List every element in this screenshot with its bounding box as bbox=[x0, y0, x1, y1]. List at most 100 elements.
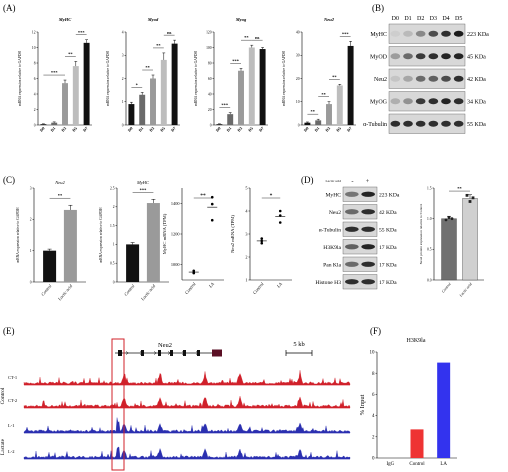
signal-track bbox=[23, 370, 351, 386]
panel-a-label: (A) bbox=[3, 3, 16, 13]
gene-exon bbox=[118, 350, 122, 356]
bar bbox=[336, 85, 343, 125]
bar bbox=[43, 250, 57, 282]
x-tick-label: Control bbox=[184, 281, 197, 295]
chart-title: H3K9la bbox=[407, 338, 426, 344]
y-tick-label: 0.5 bbox=[110, 262, 115, 266]
protein-label: Neu2 bbox=[329, 210, 341, 216]
panel-d-label: (D) bbox=[301, 175, 314, 185]
band bbox=[428, 75, 439, 82]
lane-label: D3 bbox=[430, 16, 437, 22]
band bbox=[441, 75, 451, 82]
x-tick-label: D3 bbox=[236, 126, 243, 133]
y-tick-label: 20 bbox=[208, 108, 212, 112]
panel-c-label: (C) bbox=[3, 175, 15, 185]
y-axis-label: mRNA expression relative to GAPDH bbox=[16, 207, 20, 263]
panel-b-western-blot: D0 D1 D2 D3 D4 D5 MyHC 223 KDa MyOD 45 KDa Neu2 42 … bbox=[363, 16, 489, 134]
band bbox=[390, 98, 401, 105]
y-tick-label: 40 bbox=[208, 92, 212, 96]
sig-marker: *** bbox=[221, 103, 229, 108]
bar bbox=[160, 59, 167, 125]
band bbox=[361, 209, 375, 215]
d-blot-row-4: Pan Kla 17 KDa bbox=[323, 256, 397, 272]
band bbox=[345, 244, 359, 250]
d-bar-chart: Neu2 protein expression relative to Cont… bbox=[419, 186, 484, 298]
protein-label: α-Tubulin bbox=[363, 122, 387, 128]
sig-marker: ** bbox=[58, 193, 63, 198]
y-tick-label: 1000 bbox=[171, 262, 180, 267]
track-label: CT-2 bbox=[8, 398, 17, 403]
strand-arrow bbox=[139, 351, 143, 355]
data-point bbox=[444, 218, 448, 222]
y-tick-label: 100 bbox=[206, 46, 212, 50]
y-tick-label: 2 bbox=[30, 218, 32, 222]
data-point bbox=[278, 221, 282, 224]
band bbox=[390, 30, 401, 37]
blot-strip bbox=[388, 46, 466, 67]
x-tick-label: D7 bbox=[258, 126, 265, 133]
data-point bbox=[260, 237, 264, 240]
y-tick-label: 0 bbox=[113, 280, 115, 284]
y-tick-label: 2 bbox=[245, 255, 247, 260]
x-tick-label: Control bbox=[123, 283, 136, 297]
bar bbox=[83, 42, 90, 125]
sig-marker: * bbox=[136, 82, 139, 87]
track-l-2: L-2 bbox=[8, 446, 351, 460]
d-blot-row-3: H3K9la 17 KDa bbox=[323, 239, 397, 255]
kda-label: 17 KDa bbox=[379, 262, 397, 268]
band bbox=[345, 226, 359, 232]
band bbox=[345, 209, 359, 215]
y-tick-label: 120 bbox=[206, 30, 212, 34]
kda-label: 17 KDa bbox=[379, 280, 397, 286]
sig-marker: ** bbox=[332, 74, 337, 79]
y-tick-label: 60 bbox=[208, 77, 212, 81]
scale-label: 5 kb bbox=[293, 341, 304, 348]
sig-marker: *** bbox=[232, 58, 240, 63]
protein-label: H3K9la bbox=[323, 245, 341, 251]
lane-label: D2 bbox=[417, 16, 424, 22]
kda-label: 223 KDa bbox=[379, 192, 400, 198]
signal-track bbox=[23, 446, 351, 460]
c-dot-chart-0: MyHC mRNA (TPM) 1000 1200 1400 Control LA ** bbox=[162, 188, 224, 295]
band bbox=[361, 279, 375, 285]
y-tick-label: 1.5 bbox=[110, 224, 115, 228]
x-tick-label: Lactic acid bbox=[458, 282, 473, 298]
y-tick-label: 0 bbox=[372, 457, 375, 462]
protein-label: MyOG bbox=[370, 99, 388, 105]
y-axis-label: mRNA expression relative to GAPDH bbox=[18, 51, 22, 107]
chart-title: MyHC bbox=[136, 180, 150, 185]
x-tick-label: D3 bbox=[148, 126, 155, 133]
y-tick-label: 10 bbox=[296, 100, 300, 104]
panel-e-genome-tracks: Neu2 5 kb CT-1 CT-2 L-1 L-2 Control Lactate bbox=[0, 338, 351, 471]
sig-marker: * bbox=[270, 193, 273, 199]
x-tick-label: Control bbox=[409, 462, 425, 467]
band bbox=[415, 120, 426, 127]
track-label: L-2 bbox=[8, 449, 15, 454]
bar bbox=[51, 122, 58, 125]
band bbox=[441, 30, 451, 37]
band bbox=[361, 226, 375, 232]
y-tick-label: 2 bbox=[113, 205, 115, 209]
band bbox=[453, 75, 464, 82]
x-tick-label: D7 bbox=[170, 126, 177, 133]
protein-label: MyOD bbox=[370, 54, 388, 60]
bar bbox=[72, 66, 79, 125]
band bbox=[361, 244, 375, 250]
band bbox=[428, 53, 439, 60]
y-axis-label: Neu2 mRNA (TPM) bbox=[230, 215, 235, 253]
panel-f-label: (F) bbox=[370, 326, 381, 336]
data-point bbox=[450, 217, 454, 221]
data-point bbox=[260, 239, 264, 243]
chart-title: Myod bbox=[147, 17, 159, 22]
data-point bbox=[465, 193, 469, 197]
band bbox=[415, 75, 426, 82]
sig-marker: ** bbox=[457, 186, 462, 191]
bar bbox=[248, 47, 255, 125]
lane-label: D4 bbox=[442, 16, 449, 22]
panel-d-blot-and-chart: Lactic acid - + MyHC 223 KDa Neu2 42 KDa α-Tubu… bbox=[315, 178, 484, 298]
y-tick-label: 6 bbox=[372, 393, 375, 398]
data-point bbox=[210, 202, 214, 206]
y-tick-label: 6 bbox=[34, 77, 36, 81]
bar bbox=[40, 124, 47, 125]
